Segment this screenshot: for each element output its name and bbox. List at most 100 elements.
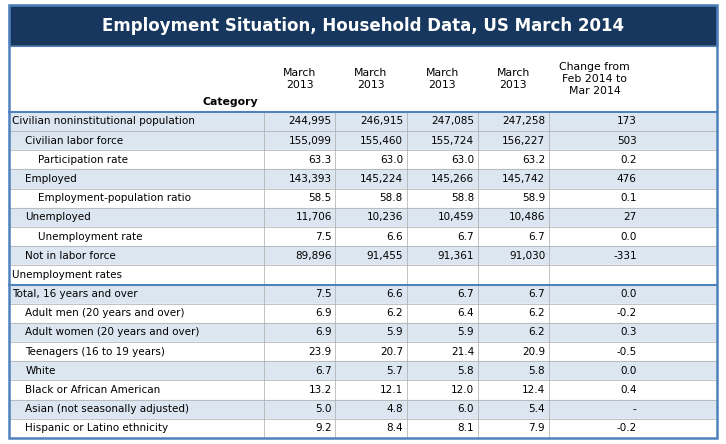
Bar [9, 208, 717, 227]
Text: 89,896: 89,896 [295, 251, 332, 261]
Text: Employment-population ratio: Employment-population ratio [38, 193, 192, 203]
Text: 91,030: 91,030 [509, 251, 545, 261]
Text: 5.8: 5.8 [529, 366, 545, 376]
Text: 7.5: 7.5 [315, 289, 332, 299]
Text: Unemployment rates: Unemployment rates [12, 270, 123, 280]
Text: 5.9: 5.9 [457, 328, 474, 337]
Text: 7.5: 7.5 [315, 232, 332, 242]
Text: -: - [633, 404, 637, 414]
Text: 11,706: 11,706 [295, 212, 332, 222]
Text: March
2013: March 2013 [354, 68, 388, 90]
Text: 13.2: 13.2 [309, 385, 332, 395]
Bar [9, 323, 717, 342]
Text: 63.0: 63.0 [451, 155, 474, 165]
Bar [9, 342, 717, 361]
Text: Total, 16 years and over: Total, 16 years and over [12, 289, 138, 299]
Text: March
2013: March 2013 [497, 68, 530, 90]
Text: 10,459: 10,459 [438, 212, 474, 222]
Text: 58.8: 58.8 [380, 193, 403, 203]
Text: 0.0: 0.0 [620, 289, 637, 299]
Text: 58.9: 58.9 [522, 193, 545, 203]
Text: 6.9: 6.9 [315, 308, 332, 318]
Text: Employed: Employed [25, 174, 77, 184]
Text: Teenagers (16 to 19 years): Teenagers (16 to 19 years) [25, 347, 166, 357]
Text: 155,724: 155,724 [431, 136, 474, 146]
Text: 12.1: 12.1 [380, 385, 403, 395]
Text: 173: 173 [617, 116, 637, 127]
Bar [9, 400, 717, 419]
Text: 20.9: 20.9 [522, 347, 545, 357]
Text: 503: 503 [617, 136, 637, 146]
Text: -0.2: -0.2 [616, 308, 637, 318]
Text: 6.2: 6.2 [529, 308, 545, 318]
Bar [9, 150, 717, 170]
Text: 8.4: 8.4 [386, 424, 403, 433]
Text: Civilian labor force: Civilian labor force [25, 136, 123, 146]
Text: 143,393: 143,393 [289, 174, 332, 184]
Text: 246,915: 246,915 [360, 116, 403, 127]
Text: 0.1: 0.1 [620, 193, 637, 203]
Text: Not in labor force: Not in labor force [25, 251, 116, 261]
Bar [9, 112, 717, 131]
Text: 10,486: 10,486 [509, 212, 545, 222]
Text: 156,227: 156,227 [502, 136, 545, 146]
Text: Asian (not seasonally adjusted): Asian (not seasonally adjusted) [25, 404, 189, 414]
Text: 63.3: 63.3 [309, 155, 332, 165]
Text: -0.5: -0.5 [616, 347, 637, 357]
Text: 6.7: 6.7 [529, 232, 545, 242]
Text: Category: Category [203, 96, 258, 107]
Text: 58.8: 58.8 [451, 193, 474, 203]
Text: Change from
Feb 2014 to
Mar 2014: Change from Feb 2014 to Mar 2014 [559, 63, 630, 95]
Text: 5.9: 5.9 [386, 328, 403, 337]
Text: 91,361: 91,361 [438, 251, 474, 261]
Text: 6.0: 6.0 [457, 404, 474, 414]
Bar [9, 189, 717, 208]
Bar [9, 285, 717, 304]
Text: 91,455: 91,455 [367, 251, 403, 261]
Text: 12.0: 12.0 [451, 385, 474, 395]
Bar [9, 304, 717, 323]
Text: 155,099: 155,099 [289, 136, 332, 146]
Text: -0.2: -0.2 [616, 424, 637, 433]
Text: Unemployed: Unemployed [25, 212, 91, 222]
Text: 155,460: 155,460 [360, 136, 403, 146]
Text: 247,085: 247,085 [431, 116, 474, 127]
Bar [9, 419, 717, 438]
Text: 63.2: 63.2 [522, 155, 545, 165]
Bar [9, 227, 717, 246]
Text: 6.7: 6.7 [529, 289, 545, 299]
Text: 6.2: 6.2 [529, 328, 545, 337]
Text: 6.7: 6.7 [315, 366, 332, 376]
Text: 58.5: 58.5 [309, 193, 332, 203]
Bar [9, 131, 717, 150]
Bar [9, 361, 717, 381]
Text: White: White [25, 366, 56, 376]
Text: 12.4: 12.4 [522, 385, 545, 395]
Text: 6.7: 6.7 [457, 289, 474, 299]
Text: Employment Situation, Household Data, US March 2014: Employment Situation, Household Data, US… [102, 17, 624, 35]
Text: 63.0: 63.0 [380, 155, 403, 165]
Text: Adult women (20 years and over): Adult women (20 years and over) [25, 328, 200, 337]
Text: 7.9: 7.9 [529, 424, 545, 433]
Text: 5.4: 5.4 [529, 404, 545, 414]
Text: 8.1: 8.1 [457, 424, 474, 433]
Bar [9, 246, 717, 266]
Text: 145,224: 145,224 [360, 174, 403, 184]
Text: 476: 476 [617, 174, 637, 184]
Text: 145,266: 145,266 [431, 174, 474, 184]
Text: 6.9: 6.9 [315, 328, 332, 337]
Text: 6.6: 6.6 [386, 232, 403, 242]
Bar [9, 381, 717, 400]
Text: 0.0: 0.0 [620, 232, 637, 242]
Text: 0.4: 0.4 [620, 385, 637, 395]
Text: Participation rate: Participation rate [38, 155, 129, 165]
Text: 0.3: 0.3 [620, 328, 637, 337]
Text: Civilian noninstitutional population: Civilian noninstitutional population [12, 116, 195, 127]
Text: 6.6: 6.6 [386, 289, 403, 299]
Bar [9, 5, 717, 46]
Text: 244,995: 244,995 [289, 116, 332, 127]
Text: 23.9: 23.9 [309, 347, 332, 357]
Bar [9, 170, 717, 189]
Text: 9.2: 9.2 [315, 424, 332, 433]
Text: 27: 27 [624, 212, 637, 222]
